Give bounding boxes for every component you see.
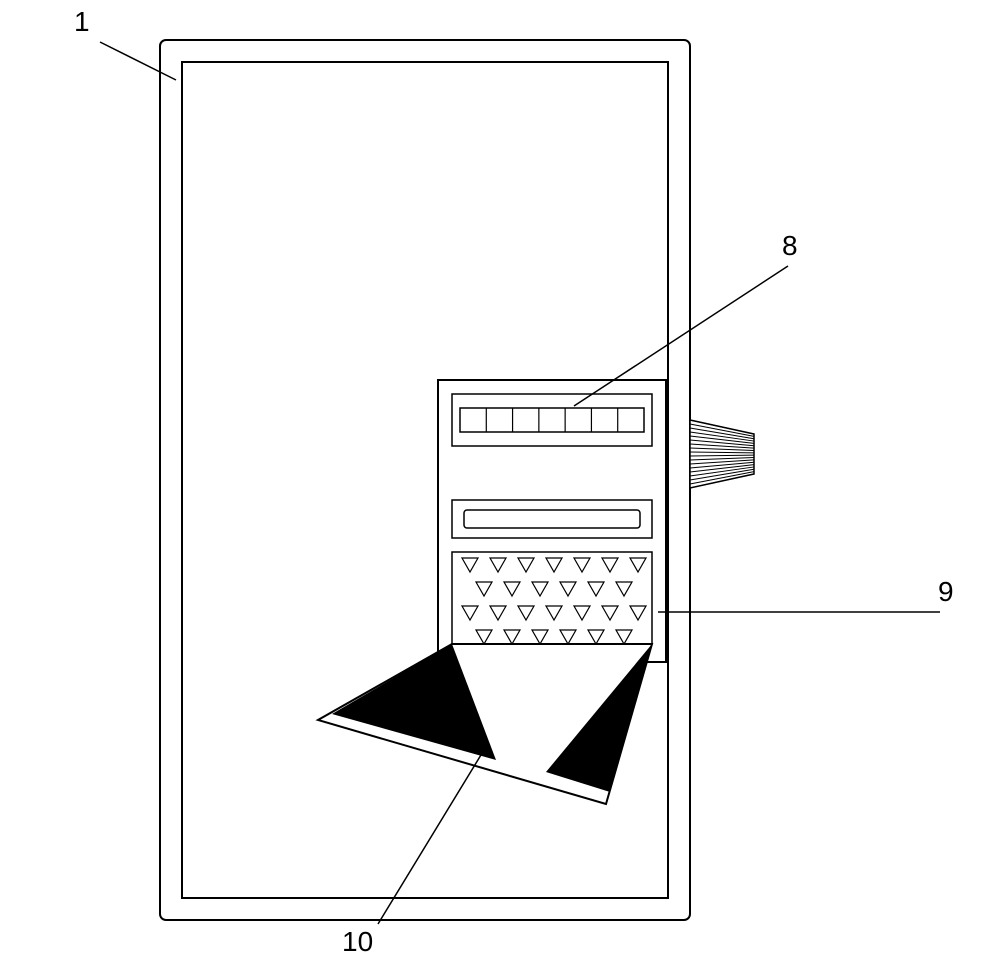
device-body [438,380,666,662]
label-1: 1 [74,6,90,38]
diagram-canvas [0,0,1000,964]
label-10: 10 [342,926,373,958]
label-8: 8 [782,230,798,262]
chute [318,644,652,804]
label-9: 9 [938,576,954,608]
connector [690,420,754,488]
